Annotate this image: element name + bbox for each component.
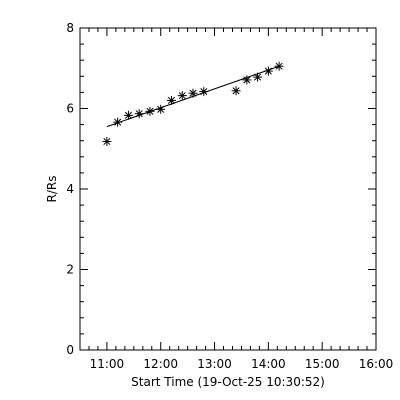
data-point xyxy=(242,75,252,85)
x-tick-label: 15:00 xyxy=(305,357,340,371)
data-point xyxy=(188,88,198,98)
data-point xyxy=(274,61,284,71)
marker-stroke xyxy=(103,137,111,146)
data-point xyxy=(145,106,155,116)
marker-stroke xyxy=(254,73,262,81)
marker-stroke xyxy=(243,76,251,84)
data-point xyxy=(253,72,263,82)
data-point xyxy=(156,104,166,114)
x-ticks: 11:00 12:00 13:00 14:00 15:00 16:00 xyxy=(79,28,394,371)
data-point xyxy=(102,137,112,147)
marker-stroke xyxy=(135,110,143,118)
x-axis-label: Start Time (19-Oct-25 10:30:52) xyxy=(131,375,325,389)
marker-stroke xyxy=(167,96,176,104)
data-point xyxy=(123,110,133,120)
x-tick-label: 13:00 xyxy=(197,357,232,371)
marker-stroke xyxy=(157,105,165,113)
y-tick-label: 0 xyxy=(66,343,74,357)
data-point xyxy=(177,91,187,101)
x-tick-label: 11:00 xyxy=(90,357,125,371)
y-tick-label: 4 xyxy=(66,182,74,196)
marker-stroke xyxy=(124,111,132,119)
data-markers xyxy=(102,61,284,147)
marker-stroke xyxy=(189,89,197,97)
data-point xyxy=(134,109,144,119)
x-tick-label: 12:00 xyxy=(143,357,178,371)
marker-stroke xyxy=(146,107,154,115)
data-point xyxy=(166,95,176,105)
marker-stroke xyxy=(114,118,122,126)
data-point xyxy=(231,86,241,96)
marker-stroke xyxy=(200,88,208,96)
marker-stroke xyxy=(264,67,272,75)
y-ticks: 0 2 4 6 8 xyxy=(66,21,376,357)
y-tick-label: 2 xyxy=(66,263,74,277)
marker-stroke xyxy=(275,62,283,70)
data-point xyxy=(199,87,209,97)
data-point xyxy=(113,117,123,127)
y-axis-label: R/Rs xyxy=(45,176,59,203)
data-point xyxy=(263,66,273,76)
y-tick-label: 8 xyxy=(66,21,74,35)
y-tick-label: 6 xyxy=(66,102,74,116)
x-tick-label: 16:00 xyxy=(359,357,394,371)
marker-stroke xyxy=(178,92,186,100)
marker-stroke xyxy=(232,87,240,95)
x-tick-label: 14:00 xyxy=(251,357,286,371)
plot-frame xyxy=(79,27,377,351)
